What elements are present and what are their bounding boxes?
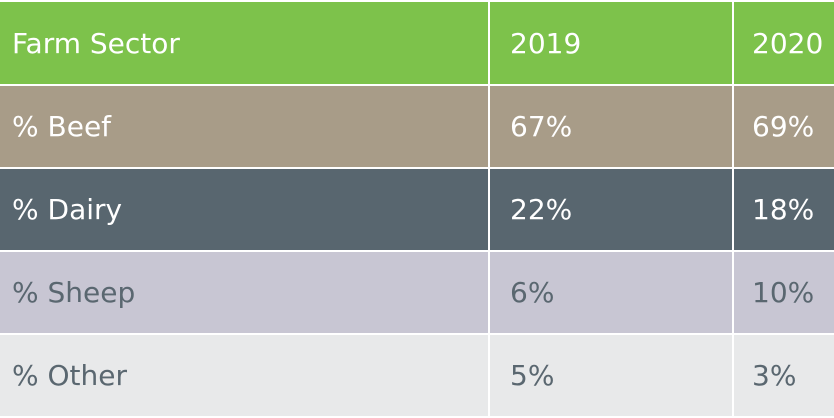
table-header-row: Farm Sector 2019 2020 [0, 2, 834, 84]
other-2019-value: 5% [490, 335, 732, 416]
other-2020-value: 3% [734, 335, 834, 416]
table-row-other: % Other 5% 3% [0, 335, 834, 416]
dairy-2019-value: 22% [490, 169, 732, 250]
dairy-2020-value: 18% [734, 169, 834, 250]
row-label-other: % Other [0, 335, 488, 416]
sheep-2019-value: 6% [490, 252, 732, 333]
beef-2020-value: 69% [734, 86, 834, 167]
header-cell-2019: 2019 [490, 2, 732, 84]
row-label-dairy: % Dairy [0, 169, 488, 250]
table-row-dairy: % Dairy 22% 18% [0, 169, 834, 250]
row-label-beef: % Beef [0, 86, 488, 167]
row-label-sheep: % Sheep [0, 252, 488, 333]
table-row-sheep: % Sheep 6% 10% [0, 252, 834, 333]
header-cell-2020: 2020 [734, 2, 834, 84]
header-cell-farm-sector: Farm Sector [0, 2, 488, 84]
sheep-2020-value: 10% [734, 252, 834, 333]
beef-2019-value: 67% [490, 86, 732, 167]
table-row-beef: % Beef 67% 69% [0, 86, 834, 167]
